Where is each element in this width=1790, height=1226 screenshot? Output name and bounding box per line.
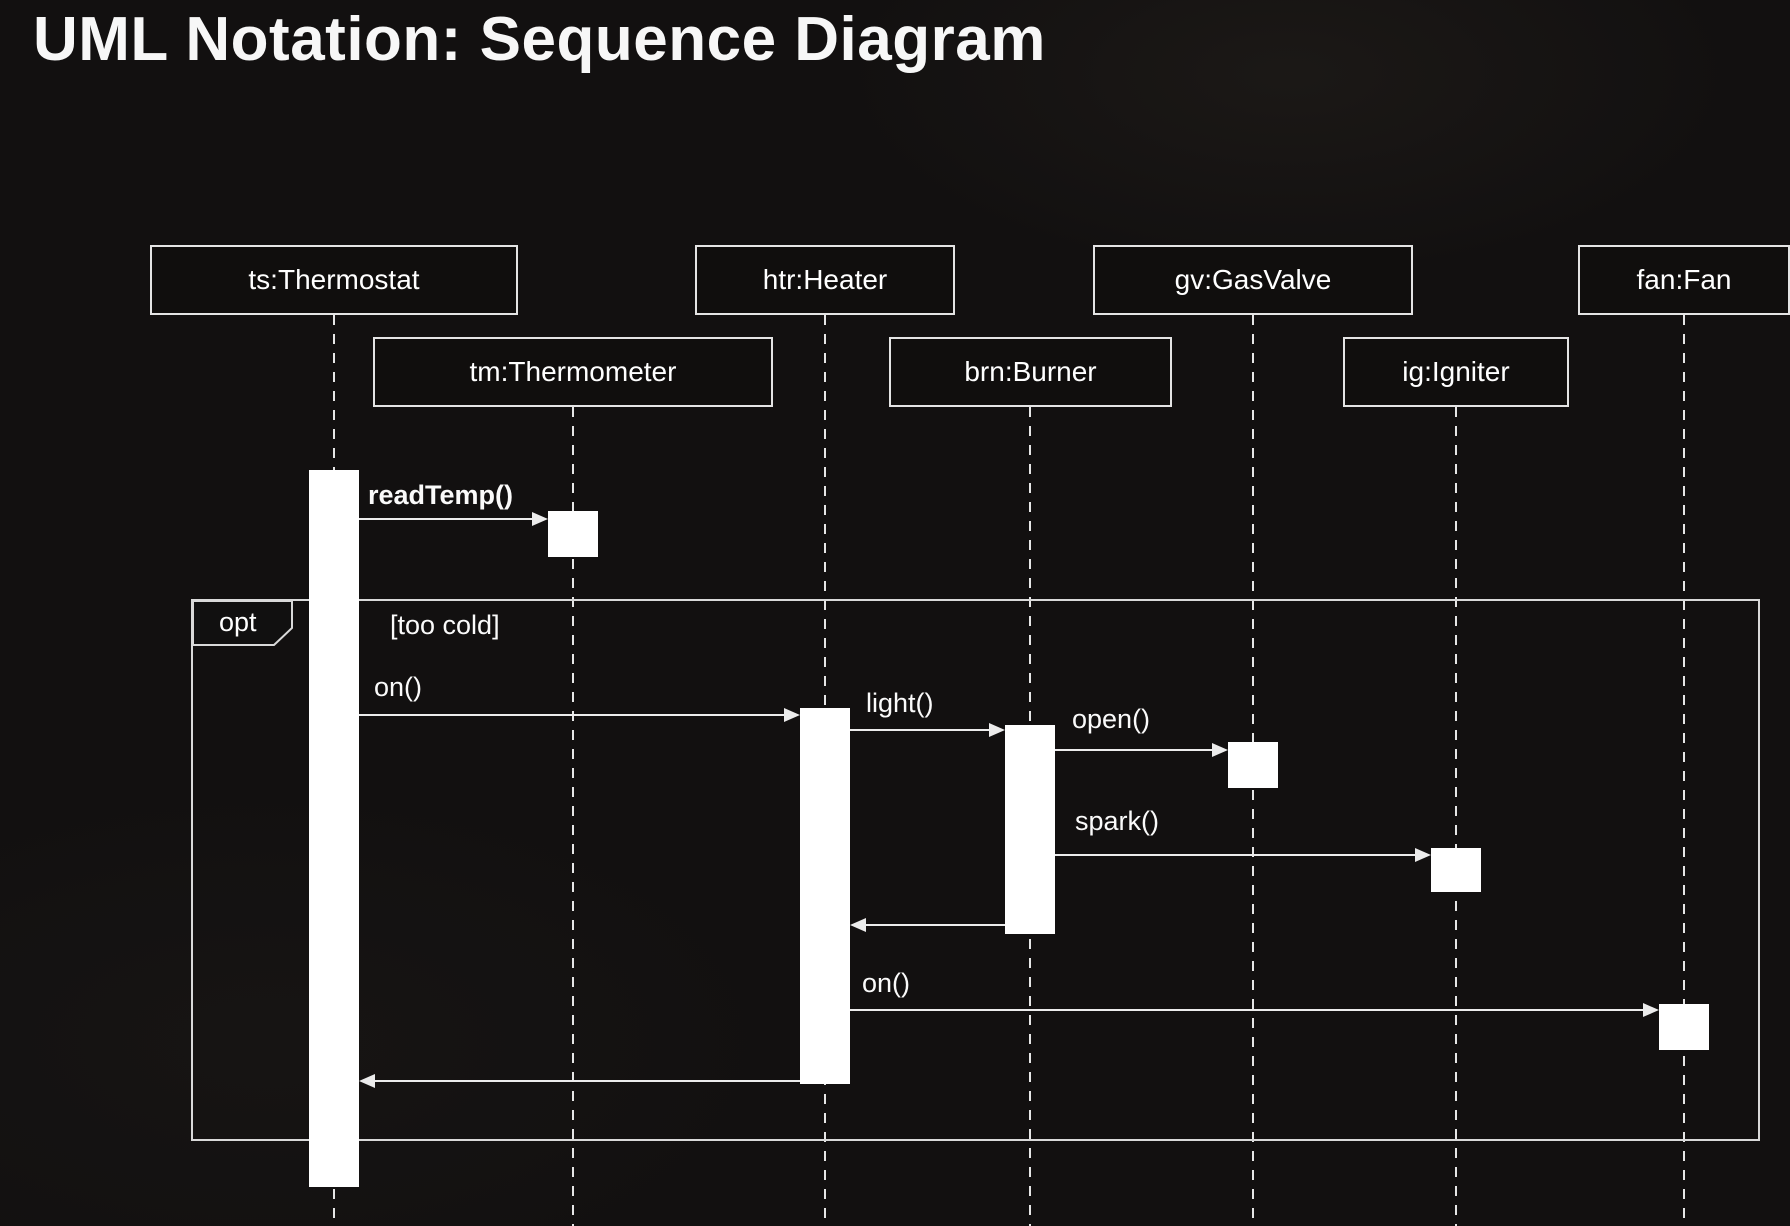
arrowhead-icon	[784, 708, 800, 722]
arrow-shaft	[359, 518, 534, 520]
lifeline-head-label: htr:Heater	[762, 264, 888, 295]
lifeline-head-fan: fan:Fan	[1578, 245, 1790, 315]
lifeline-head-gv: gv:GasValve	[1093, 245, 1413, 315]
activation-brn	[1005, 725, 1055, 934]
lifeline-head-ig: ig:Igniter	[1343, 337, 1569, 407]
arrow-shaft	[864, 924, 1005, 926]
arrowhead-icon	[1212, 743, 1228, 757]
arrow-shaft	[1055, 749, 1214, 751]
lifeline-fan	[1683, 315, 1685, 1226]
arrowhead-icon	[1643, 1003, 1659, 1017]
lifeline-head-htr: htr:Heater	[695, 245, 955, 315]
arrow-shaft	[1055, 854, 1417, 856]
activation-ig	[1431, 848, 1481, 892]
arrow-shaft	[850, 1009, 1645, 1011]
lifeline-head-tm: tm:Thermometer	[373, 337, 773, 407]
lifeline-head-label: brn:Burner	[964, 356, 1097, 387]
message-label-spark: spark()	[1075, 806, 1160, 836]
arrow-shaft	[373, 1080, 800, 1082]
arrow-shaft	[359, 714, 786, 716]
activation-ts	[309, 470, 359, 1187]
lifeline-ig	[1455, 407, 1457, 1226]
arrowhead-icon	[532, 512, 548, 526]
message-label-on-heater: on()	[374, 672, 423, 702]
lifeline-head-ts: ts:Thermostat	[150, 245, 518, 315]
lifeline-head-label: ts:Thermostat	[248, 264, 420, 295]
slide-title: UML Notation: Sequence Diagram	[33, 5, 1046, 74]
lifeline-head-label: gv:GasValve	[1174, 264, 1332, 295]
fragment-operator-label: opt	[219, 607, 257, 637]
message-label-on-fan: on()	[862, 968, 911, 998]
activation-htr	[800, 708, 850, 1084]
lifeline-head-label: tm:Thermometer	[469, 356, 677, 387]
message-label-light: light()	[866, 688, 934, 718]
fragment-operator-tab	[192, 600, 293, 646]
arrowhead-icon	[989, 723, 1005, 737]
message-label-open: open()	[1072, 704, 1151, 734]
message-label-readtemp: readTemp()	[368, 480, 514, 510]
lifeline-tm	[572, 407, 574, 1226]
lifeline-head-brn: brn:Burner	[889, 337, 1172, 407]
lifeline-head-label: ig:Igniter	[1402, 356, 1510, 387]
activation-gv	[1228, 742, 1278, 788]
arrowhead-icon	[1415, 848, 1431, 862]
opt-fragment-frame: opt	[191, 599, 1760, 1141]
lifeline-head-label: fan:Fan	[1636, 264, 1732, 295]
arrow-shaft	[850, 729, 991, 731]
fragment-guard-label: [too cold]	[390, 610, 500, 640]
activation-tm	[548, 511, 598, 557]
arrowhead-icon	[850, 918, 866, 932]
activation-fan	[1659, 1004, 1709, 1050]
arrowhead-icon	[359, 1074, 375, 1088]
